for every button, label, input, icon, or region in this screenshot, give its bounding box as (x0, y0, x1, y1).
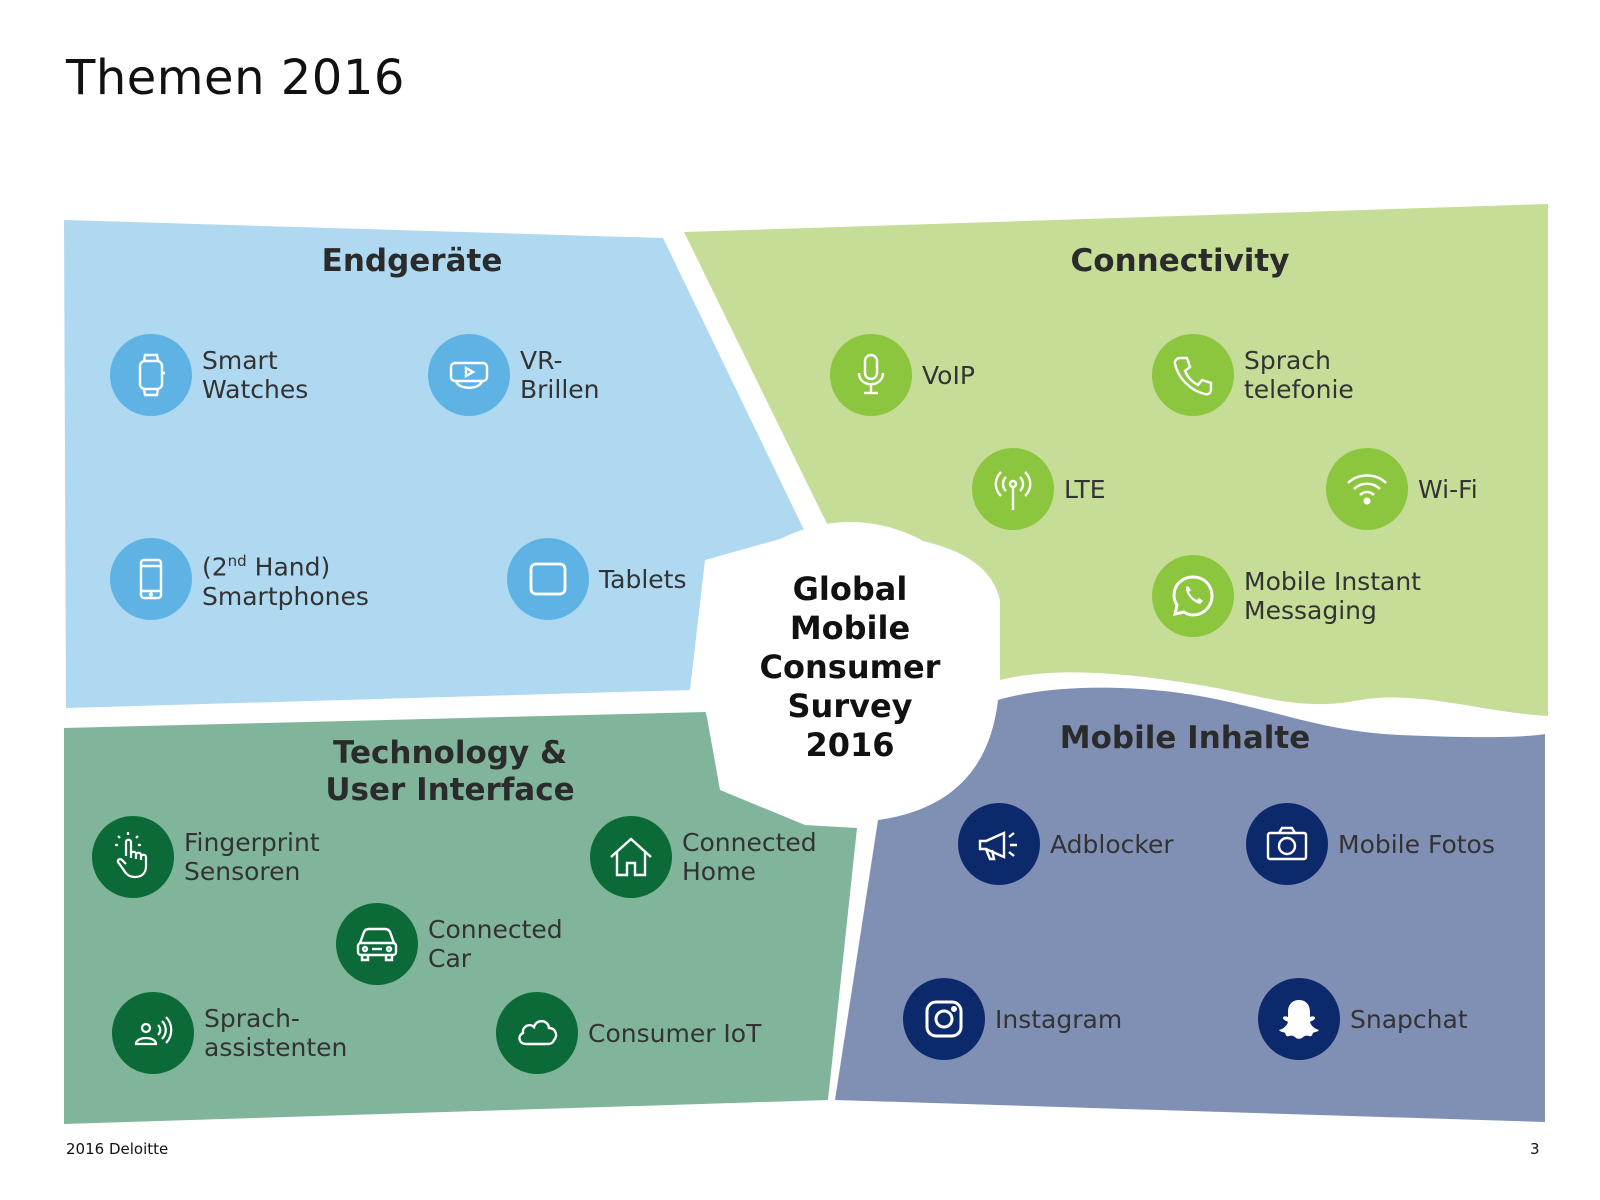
megaphone-icon (958, 803, 1040, 885)
footer-copyright: 2016 Deloitte (66, 1140, 169, 1158)
item-tablets: Tablets (507, 538, 686, 620)
phone-icon (1152, 334, 1234, 416)
tablet-icon (507, 538, 589, 620)
car-icon (336, 903, 418, 985)
item-label: Smart Watches (202, 346, 309, 404)
page-title: Themen 2016 (66, 50, 405, 106)
item-label: Sprach- assistenten (204, 1004, 348, 1062)
connectivity-heading: Connectivity (1070, 243, 1290, 279)
item-label: Snapchat (1350, 1004, 1468, 1034)
technology-heading: Technology & User Interface (325, 735, 575, 808)
item-fingerprint: Fingerprint Sensoren (92, 816, 320, 898)
item-connected-home: Connected Home (590, 816, 817, 898)
item-label: VoIP (922, 360, 975, 390)
item-wifi: Wi-Fi (1326, 448, 1478, 530)
center-circle (700, 522, 1000, 822)
item-messaging: Mobile Instant Messaging (1152, 555, 1421, 637)
fingerprint-touch-icon (92, 816, 174, 898)
antenna-icon (972, 448, 1054, 530)
item-label: (2nd Hand) Smartphones (202, 552, 369, 611)
item-lte: LTE (972, 448, 1106, 530)
microphone-icon (830, 334, 912, 416)
item-label: Connected Car (428, 915, 563, 973)
house-icon (590, 816, 672, 898)
connectivity-region (684, 204, 1548, 716)
item-snapchat: Snapchat (1258, 978, 1468, 1060)
item-adblocker: Adblocker (958, 803, 1174, 885)
center-title: Global Mobile Consumer Survey 2016 (759, 570, 941, 764)
voice-assistant-icon (112, 992, 194, 1074)
item-mobile-fotos: Mobile Fotos (1246, 803, 1495, 885)
page-number: 3 (1530, 1140, 1540, 1158)
endgeraete-region (64, 220, 805, 708)
item-sprachtelefonie: Sprach telefonie (1152, 334, 1354, 416)
item-label: Consumer IoT (588, 1018, 762, 1048)
snapchat-icon (1258, 978, 1340, 1060)
item-smartphones: (2nd Hand) Smartphones (110, 538, 369, 620)
item-label: Mobile Instant Messaging (1244, 567, 1421, 625)
item-consumer-iot: Consumer IoT (496, 992, 761, 1074)
item-label: Fingerprint Sensoren (184, 828, 320, 886)
item-vr-brillen: VR- Brillen (428, 334, 600, 416)
item-label: LTE (1064, 474, 1106, 504)
wifi-icon (1326, 448, 1408, 530)
technology-region (64, 712, 857, 1124)
endgeraete-heading: Endgeräte (321, 243, 503, 279)
instagram-icon (903, 978, 985, 1060)
item-label: Connected Home (682, 828, 817, 886)
camera-icon (1246, 803, 1328, 885)
whatsapp-icon (1152, 555, 1234, 637)
item-label: Wi-Fi (1418, 474, 1478, 504)
vr-headset-icon (428, 334, 510, 416)
smartwatch-icon (110, 334, 192, 416)
inhalte-heading: Mobile Inhalte (1059, 720, 1311, 756)
item-label: Instagram (995, 1004, 1123, 1034)
item-voip: VoIP (830, 334, 975, 416)
inhalte-region (835, 687, 1545, 1122)
item-label: Mobile Fotos (1338, 829, 1495, 859)
item-sprachassistenten: Sprach- assistenten (112, 992, 347, 1074)
item-label: Tablets (599, 564, 687, 594)
item-label: Sprach telefonie (1244, 346, 1354, 404)
item-smart-watches: Smart Watches (110, 334, 308, 416)
item-instagram: Instagram (903, 978, 1122, 1060)
item-connected-car: Connected Car (336, 903, 563, 985)
item-label: VR- Brillen (520, 346, 600, 404)
cloud-icon (496, 992, 578, 1074)
item-label: Adblocker (1050, 829, 1174, 859)
smartphone-icon (110, 538, 192, 620)
